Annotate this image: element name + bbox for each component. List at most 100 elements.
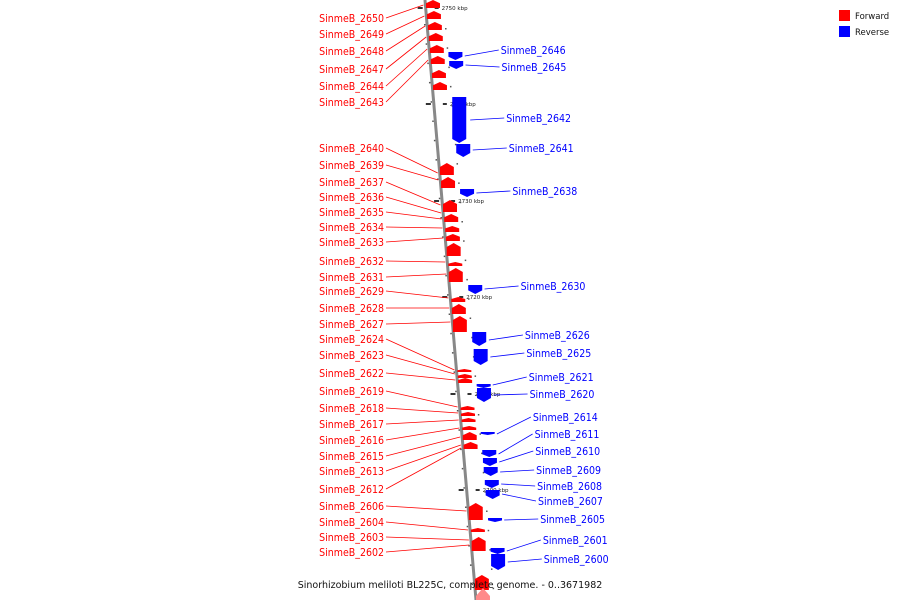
- forward-gene-label: SinmeB_2604: [319, 517, 384, 529]
- forward-gene-leader: [385, 196, 442, 214]
- reverse-gene-label: SinmeB_2601: [543, 535, 608, 547]
- reverse-gene-leader: [492, 376, 527, 386]
- reverse-gene-label: SinmeB_2630: [521, 281, 586, 293]
- forward-gene-label: SinmeB_2649: [319, 29, 384, 41]
- minor-tick: [492, 587, 495, 590]
- reverse-gene-label: SinmeB_2642: [506, 113, 571, 125]
- reverse-gene-arrow: [491, 554, 506, 570]
- forward-gene-arrow: [457, 374, 472, 378]
- tick-mark: [458, 489, 464, 491]
- minor-tick: [476, 394, 478, 397]
- reverse-gene-leader: [504, 518, 539, 521]
- minor-tick: [469, 317, 472, 319]
- forward-gene-leader: [385, 36, 427, 70]
- reverse-gene-label: SinmeB_2621: [529, 372, 594, 384]
- forward-gene-leader: [385, 164, 439, 181]
- gene-layer: [426, 0, 506, 600]
- forward-gene-leader: [385, 407, 459, 414]
- minor-tick: [468, 298, 470, 300]
- minor-tick: [465, 506, 467, 508]
- forward-gene-leader: [385, 372, 456, 381]
- forward-gene-arrow: [462, 432, 477, 440]
- reverse-gene-label: SinmeB_2608: [537, 481, 602, 493]
- minor-tick: [456, 410, 459, 412]
- tick-mark: [459, 296, 464, 298]
- reverse-gene-leader: [506, 539, 541, 552]
- reverse-gene-leader: [490, 352, 525, 358]
- forward-gene-arrow: [445, 234, 460, 241]
- forward-gene-label: SinmeB_2644: [319, 81, 384, 93]
- forward-gene-label: SinmeB_2631: [319, 272, 384, 284]
- forward-gene-arrow: [451, 304, 466, 314]
- reverse-gene-label: SinmeB_2645: [502, 62, 567, 74]
- minor-tick: [461, 221, 463, 223]
- legend-swatch: [839, 26, 850, 37]
- forward-gene-label: SinmeB_2637: [319, 177, 384, 189]
- forward-gene-arrow: [448, 262, 463, 266]
- tick-mark: [451, 200, 456, 202]
- minor-tick: [466, 278, 468, 281]
- minor-tick: [427, 62, 429, 65]
- minor-tick: [484, 491, 486, 493]
- forward-gene-arrow: [431, 70, 446, 78]
- forward-gene-leader: [385, 211, 442, 220]
- forward-gene-label: SinmeB_2613: [319, 466, 384, 478]
- forward-gene-arrow: [463, 442, 478, 449]
- forward-gene-arrow: [426, 11, 441, 19]
- minor-tick: [453, 371, 456, 373]
- reverse-gene-label: SinmeB_2620: [530, 389, 595, 401]
- minor-tick: [454, 143, 457, 146]
- forward-gene-label: SinmeB_2647: [319, 64, 384, 76]
- forward-gene-label: SinmeB_2619: [319, 386, 384, 398]
- minor-tick: [487, 529, 490, 532]
- forward-gene-arrow: [475, 588, 490, 600]
- forward-gene-arrow: [451, 297, 466, 302]
- forward-gene-arrow: [444, 214, 459, 222]
- tick-mark: [467, 393, 472, 395]
- tick-label: 2750 kbp: [442, 6, 468, 12]
- minor-tick: [479, 433, 481, 435]
- minor-tick: [458, 182, 460, 184]
- minor-tick: [477, 414, 480, 416]
- forward-gene-leader: [385, 338, 455, 371]
- reverse-gene-arrow: [482, 450, 497, 457]
- forward-gene-arrow: [430, 56, 445, 64]
- forward-gene-arrow: [448, 268, 463, 282]
- forward-gene-leader: [385, 436, 461, 457]
- minor-tick: [435, 159, 438, 161]
- reverse-gene-arrow: [482, 458, 497, 466]
- reverse-gene-leader: [464, 49, 499, 57]
- reverse-gene-leader: [507, 558, 542, 563]
- minor-tick: [451, 352, 454, 354]
- minor-tick: [471, 336, 473, 339]
- minor-tick: [424, 24, 426, 26]
- forward-gene-label: SinmeB_2603: [319, 532, 384, 544]
- reverse-gene-arrow: [490, 548, 505, 554]
- minor-tick: [464, 259, 467, 262]
- reverse-gene-arrow: [460, 189, 475, 197]
- reverse-gene-leader: [470, 117, 505, 121]
- tick-mark: [425, 103, 431, 105]
- forward-gene-label: SinmeB_2615: [319, 451, 384, 463]
- forward-gene-arrow: [470, 528, 485, 532]
- minor-tick: [486, 510, 488, 512]
- forward-gene-label: SinmeB_2606: [319, 501, 384, 513]
- forward-gene-leader: [385, 290, 449, 299]
- minor-tick: [489, 549, 491, 551]
- reverse-gene-label: SinmeB_2614: [533, 412, 598, 424]
- minor-tick: [455, 390, 457, 393]
- forward-gene-arrow: [427, 22, 442, 30]
- reverse-gene-arrow: [472, 332, 487, 346]
- tick-label: 2730 kbp: [458, 199, 484, 205]
- forward-gene-label: SinmeB_2643: [319, 97, 384, 109]
- forward-gene-leader: [385, 536, 469, 541]
- minor-tick: [459, 201, 462, 204]
- reverse-gene-label: SinmeB_2625: [526, 348, 591, 360]
- minor-tick: [448, 66, 450, 69]
- forward-gene-leader: [385, 505, 467, 512]
- minor-tick: [440, 217, 442, 219]
- tick-mark: [442, 296, 448, 298]
- minor-tick: [463, 487, 465, 489]
- genome-backbone: [423, 0, 478, 600]
